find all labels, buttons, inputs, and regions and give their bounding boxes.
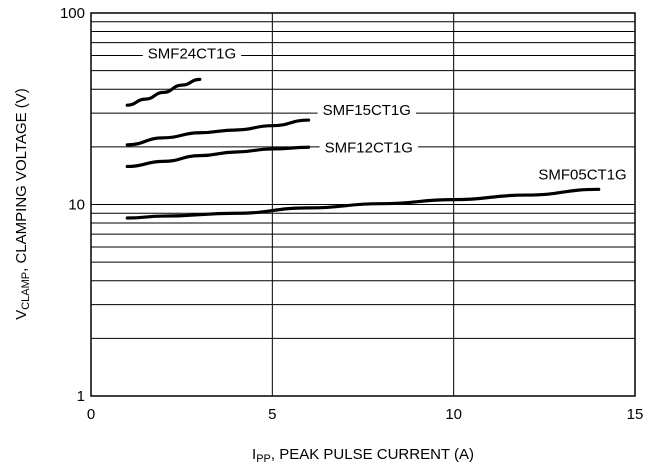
y-tick-label: 100 <box>60 5 85 22</box>
series: SMF24CT1G SMF15CT1G SMF12CT1G SMF05CT1G <box>125 43 632 220</box>
tick-labels: 0 5 10 15 1 10 100 <box>60 5 643 423</box>
series-label: SMF24CT1G <box>148 45 236 62</box>
series-line <box>125 77 202 107</box>
plot-frame <box>90 12 636 397</box>
series-line <box>125 187 601 220</box>
y-axis-label-subscript: CLAMP <box>20 272 32 310</box>
grid <box>91 13 635 396</box>
series-label: SMF05CT1G <box>538 166 626 183</box>
series-label: SMF15CT1G <box>323 102 411 119</box>
series-smf12ct1g: SMF12CT1G <box>125 137 418 169</box>
x-axis-label: IPP, PEAK PULSE CURRENT (A) <box>252 446 474 465</box>
series-label-background <box>533 164 632 186</box>
series-smf24ct1g: SMF24CT1G <box>125 43 242 107</box>
y-tick-label: 1 <box>77 388 85 405</box>
series-smf05ct1g: SMF05CT1G <box>125 164 632 220</box>
series-label-background <box>142 43 242 65</box>
series-smf15ct1g: SMF15CT1G <box>125 100 416 147</box>
x-axis-label-subscript: PP <box>256 453 271 465</box>
x-tick-label: 15 <box>627 406 644 423</box>
series-label: SMF12CT1G <box>325 139 413 156</box>
series-label-background <box>317 100 416 122</box>
y-axis-label: VCLAMP, CLAMPING VOLTAGE (V) <box>13 88 32 320</box>
series-line <box>125 118 311 147</box>
y-tick-label: 10 <box>68 197 85 214</box>
x-tick-label: 0 <box>87 406 95 423</box>
series-label-background <box>319 137 418 159</box>
x-tick-label: 10 <box>445 406 462 423</box>
x-tick-label: 5 <box>268 406 276 423</box>
series-line <box>125 145 311 169</box>
